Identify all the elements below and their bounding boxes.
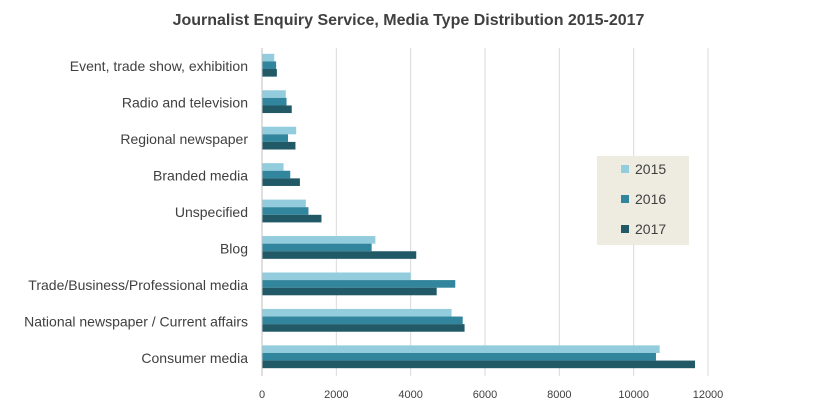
bar: [262, 61, 277, 70]
y-tick-label: Event, trade show, exhibition: [70, 58, 248, 74]
legend-swatch: [621, 195, 629, 203]
bar: [262, 163, 284, 171]
bar: [262, 345, 660, 353]
y-tick-label: Branded media: [153, 168, 248, 184]
chart-title: Journalist Enquiry Service, Media Type D…: [172, 12, 645, 29]
x-tick-label: 12000: [693, 389, 724, 401]
y-tick-label: Radio and television: [122, 95, 248, 111]
bar: [262, 308, 452, 317]
bar: [262, 280, 456, 288]
bar: [262, 170, 291, 179]
y-tick-label: Trade/Business/Professional media: [28, 277, 248, 293]
y-tick-label: Regional newspaper: [120, 131, 248, 147]
bar: [262, 360, 695, 369]
y-tick-label: Blog: [220, 240, 248, 256]
bar: [262, 90, 286, 98]
bar: [262, 53, 275, 62]
bar: [262, 214, 322, 223]
bar: [262, 134, 289, 142]
x-tick-label: 0: [259, 389, 265, 401]
bar: [262, 69, 277, 77]
bar: [262, 178, 300, 186]
bar: [262, 324, 465, 332]
bar: [262, 287, 437, 296]
bar: [262, 251, 417, 259]
y-tick-label: National newspaper / Current affairs: [24, 313, 248, 329]
bar: [262, 207, 309, 215]
bar: [262, 243, 372, 252]
bar: [262, 316, 463, 325]
bar: [262, 105, 292, 114]
bar: [262, 199, 306, 208]
bar: [262, 126, 297, 135]
x-tick-label: 6000: [473, 389, 497, 401]
bar: [262, 236, 376, 244]
bar: [262, 97, 287, 106]
legend-box: [597, 156, 689, 245]
y-tick-label: Consumer media: [141, 350, 248, 366]
x-tick-label: 10000: [618, 389, 649, 401]
x-tick-label: 2000: [324, 389, 348, 401]
bar: [262, 352, 656, 361]
legend-swatch: [621, 225, 629, 233]
x-tick-label: 8000: [547, 389, 571, 401]
legend-label: 2015: [635, 161, 666, 177]
legend-label: 2017: [635, 221, 666, 237]
x-tick-label: 4000: [398, 389, 422, 401]
y-tick-label: Unspecified: [175, 204, 248, 220]
legend-label: 2016: [635, 191, 666, 207]
legend-swatch: [621, 165, 629, 173]
bar: [262, 272, 411, 281]
bar: [262, 141, 296, 150]
